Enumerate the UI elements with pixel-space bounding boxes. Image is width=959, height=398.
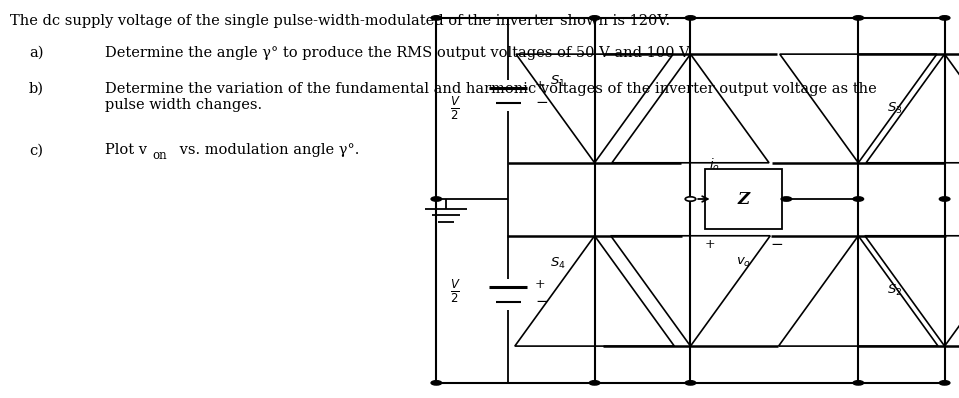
Text: $\frac{V}{2}$: $\frac{V}{2}$ xyxy=(450,95,461,122)
Text: −: − xyxy=(535,96,548,111)
Circle shape xyxy=(432,16,441,20)
Text: a): a) xyxy=(29,46,43,60)
Text: b): b) xyxy=(29,82,44,96)
Text: −: − xyxy=(770,238,784,252)
Text: +: + xyxy=(535,278,546,291)
Text: on: on xyxy=(152,149,167,162)
Text: vs. modulation angle γ°.: vs. modulation angle γ°. xyxy=(175,143,360,157)
Circle shape xyxy=(589,16,600,20)
Circle shape xyxy=(940,16,949,20)
Circle shape xyxy=(940,380,949,385)
Circle shape xyxy=(854,16,864,20)
Circle shape xyxy=(685,16,696,20)
Circle shape xyxy=(432,380,441,385)
Text: Z: Z xyxy=(737,191,749,207)
Text: Determine the variation of the fundamental and harmonic voltages of the inverter: Determine the variation of the fundament… xyxy=(105,82,877,112)
Circle shape xyxy=(685,380,696,385)
Circle shape xyxy=(940,197,949,201)
Circle shape xyxy=(589,380,600,385)
Text: The dc supply voltage of the single pulse-width-modulated of the inverter shown : The dc supply voltage of the single puls… xyxy=(10,14,669,28)
Circle shape xyxy=(685,197,696,201)
Bar xyxy=(705,169,782,229)
Text: $S_4$: $S_4$ xyxy=(550,256,566,271)
Text: Plot v: Plot v xyxy=(105,143,148,157)
Circle shape xyxy=(781,197,792,201)
Circle shape xyxy=(432,197,441,201)
Text: Determine the angle γ° to produce the RMS output voltages of 50 V and 100 V.: Determine the angle γ° to produce the RM… xyxy=(105,46,692,60)
Text: $\frac{V}{2}$: $\frac{V}{2}$ xyxy=(450,277,461,304)
Text: c): c) xyxy=(29,143,43,157)
Text: $i_o$: $i_o$ xyxy=(709,157,720,173)
Text: $S_1$: $S_1$ xyxy=(550,74,566,89)
Circle shape xyxy=(854,380,864,385)
Circle shape xyxy=(854,197,864,201)
Text: $S_3$: $S_3$ xyxy=(887,101,902,116)
Text: −: − xyxy=(535,295,548,310)
Text: +: + xyxy=(535,79,546,92)
Text: $S_2$: $S_2$ xyxy=(887,283,902,298)
Text: $v_o$: $v_o$ xyxy=(736,256,751,269)
Text: +: + xyxy=(704,238,715,251)
